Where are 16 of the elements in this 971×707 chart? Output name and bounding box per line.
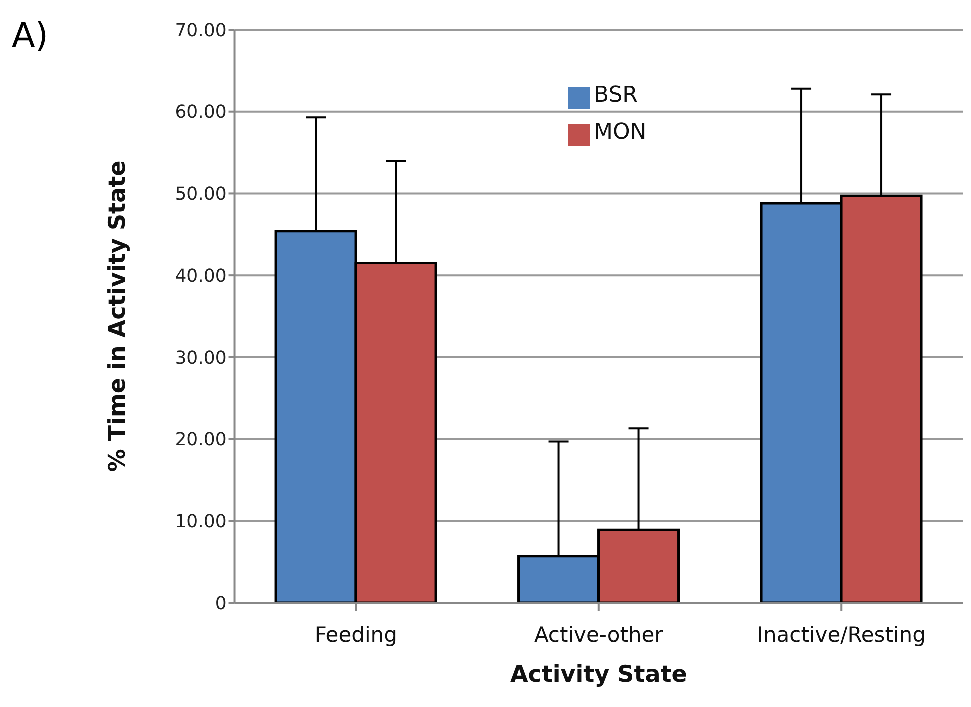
x-tick-label: Feeding: [314, 622, 398, 647]
y-tick-label: 0: [215, 593, 227, 614]
legend-label: BSR: [594, 83, 638, 108]
legend-label: MON: [594, 120, 647, 145]
y-tick-label: 20.00: [175, 430, 227, 451]
text: A): [12, 16, 49, 56]
x-axis-title: Activity State: [510, 662, 688, 688]
y-tick-label: 60.00: [175, 102, 227, 124]
x-tick-label: Active-other: [534, 622, 664, 647]
y-axis-title: % Time in Activity State: [104, 160, 131, 472]
y-tick-label: 10.00: [175, 512, 227, 533]
y-tick-label: 30.00: [175, 348, 227, 369]
y-tick-label: 50.00: [175, 184, 227, 206]
y-tick-label: 70.00: [175, 20, 227, 42]
x-tick-label: Inactive/Resting: [757, 622, 926, 647]
y-tick-label: 40.00: [175, 266, 227, 287]
